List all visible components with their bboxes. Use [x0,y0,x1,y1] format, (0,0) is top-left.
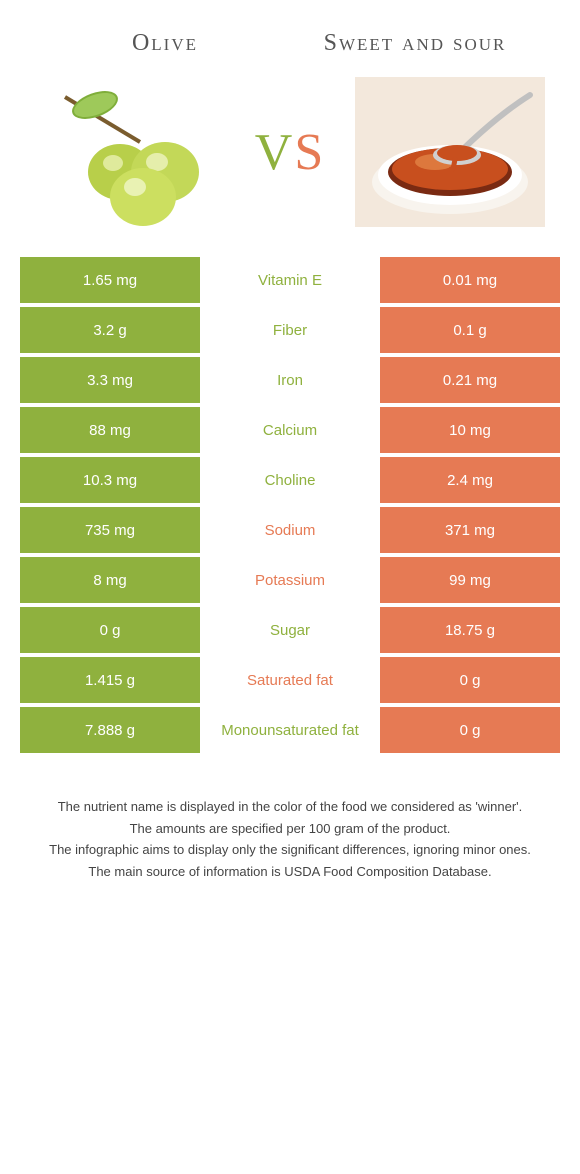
value-left: 7.888 g [20,707,200,753]
footer-line-4: The main source of information is USDA F… [40,862,540,882]
nutrient-table: 1.65 mgVitamin E0.01 mg3.2 gFiber0.1 g3.… [0,257,580,753]
vs-label: VS [255,123,325,182]
table-row: 88 mgCalcium10 mg [20,407,560,453]
vs-v: V [255,124,295,181]
value-left: 3.3 mg [20,357,200,403]
value-right: 0 g [380,657,560,703]
nutrient-name: Sugar [200,607,380,653]
footer: The nutrient name is displayed in the co… [0,757,580,881]
table-row: 3.2 gFiber0.1 g [20,307,560,353]
nutrient-name: Saturated fat [200,657,380,703]
value-left: 8 mg [20,557,200,603]
value-right: 99 mg [380,557,560,603]
nutrient-name: Choline [200,457,380,503]
value-left: 1.415 g [20,657,200,703]
olive-image [30,77,230,227]
title-olive: Olive [40,30,290,57]
table-row: 0 gSugar18.75 g [20,607,560,653]
table-row: 10.3 mgCholine2.4 mg [20,457,560,503]
value-right: 0.21 mg [380,357,560,403]
value-right: 371 mg [380,507,560,553]
nutrient-name: Monounsaturated fat [200,707,380,753]
value-right: 2.4 mg [380,457,560,503]
value-right: 0 g [380,707,560,753]
nutrient-name: Calcium [200,407,380,453]
value-right: 0.1 g [380,307,560,353]
value-left: 735 mg [20,507,200,553]
nutrient-name: Potassium [200,557,380,603]
value-right: 0.01 mg [380,257,560,303]
value-left: 3.2 g [20,307,200,353]
table-row: 735 mgSodium371 mg [20,507,560,553]
header: Olive Sweet and sour [0,0,580,67]
value-left: 88 mg [20,407,200,453]
table-row: 1.415 gSaturated fat0 g [20,657,560,703]
nutrient-name: Fiber [200,307,380,353]
footer-line-1: The nutrient name is displayed in the co… [40,797,540,817]
nutrient-name: Iron [200,357,380,403]
table-row: 1.65 mgVitamin E0.01 mg [20,257,560,303]
value-left: 10.3 mg [20,457,200,503]
value-left: 0 g [20,607,200,653]
sauce-image [350,77,550,227]
table-row: 7.888 gMonounsaturated fat0 g [20,707,560,753]
title-right: Sweet and sour [290,30,540,57]
vs-s: S [294,124,325,181]
nutrient-name: Sodium [200,507,380,553]
value-right: 18.75 g [380,607,560,653]
title-sweet-sour: Sweet and sour [290,30,540,57]
value-left: 1.65 mg [20,257,200,303]
table-row: 8 mgPotassium99 mg [20,557,560,603]
footer-line-3: The infographic aims to display only the… [40,840,540,860]
value-right: 10 mg [380,407,560,453]
title-left: Olive [40,30,290,57]
images-row: VS [0,67,580,257]
nutrient-name: Vitamin E [200,257,380,303]
table-row: 3.3 mgIron0.21 mg [20,357,560,403]
footer-line-2: The amounts are specified per 100 gram o… [40,819,540,839]
